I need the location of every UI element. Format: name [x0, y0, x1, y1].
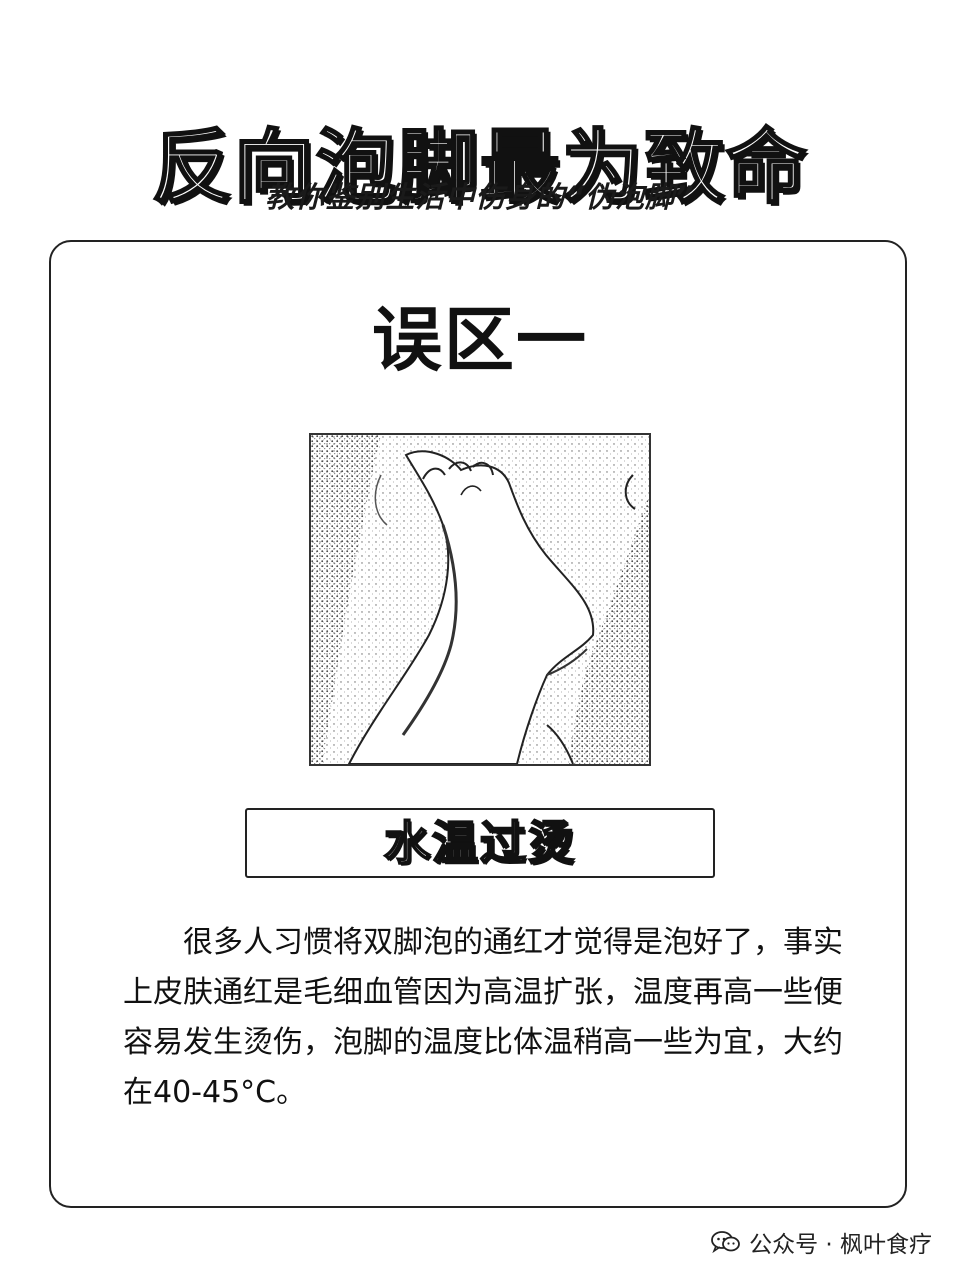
- footer-account-text: 公众号 · 枫叶食疗: [749, 1232, 932, 1258]
- footer-watermark: 公众号 · 枫叶食疗: [711, 1224, 932, 1260]
- card-title: 误区一: [372, 298, 588, 381]
- page-subtitle: 教你鉴别生活中伤身的“伪泡脚”: [265, 180, 695, 214]
- foot-soaking-illustration: [309, 433, 651, 766]
- topic-label-box: 水温过烫: [245, 808, 715, 878]
- body-paragraph: 很多人习惯将双脚泡的通红才觉得是泡好了，事实上皮肤通红是毛细血管因为高温扩张，温…: [123, 925, 843, 1110]
- page-title: 反向泡脚最为致命: [151, 118, 808, 215]
- topic-label: 水温过烫: [383, 815, 576, 871]
- wechat-icon: [711, 1230, 741, 1254]
